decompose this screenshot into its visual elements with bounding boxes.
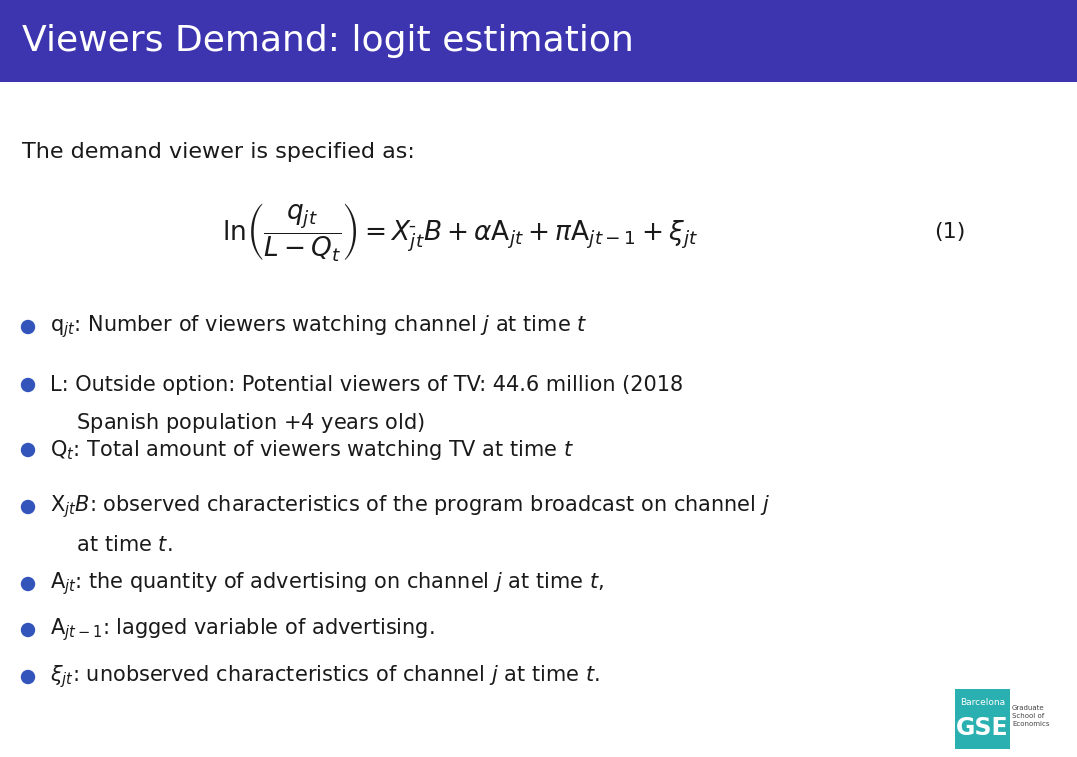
Circle shape (22, 500, 34, 513)
Text: Graduate
School of
Economics: Graduate School of Economics (1012, 705, 1049, 727)
Text: Q$_t$: Total amount of viewers watching TV at time $t$: Q$_t$: Total amount of viewers watching … (50, 438, 574, 462)
FancyBboxPatch shape (955, 689, 1009, 749)
Circle shape (22, 444, 34, 456)
Text: at time $t$.: at time $t$. (50, 535, 172, 555)
Text: $\ln\!\left(\dfrac{q_{jt}}{L - Q_t}\right) = X_{jt}^{\bar{}}B + \alpha \mathrm{A: $\ln\!\left(\dfrac{q_{jt}}{L - Q_t}\righ… (222, 201, 698, 263)
Text: Viewers Demand: logit estimation: Viewers Demand: logit estimation (22, 24, 634, 58)
Circle shape (22, 320, 34, 334)
Circle shape (22, 671, 34, 684)
Text: (1): (1) (935, 222, 966, 242)
Circle shape (22, 378, 34, 391)
Text: L: Outside option: Potential viewers of TV: 44.6 million (2018: L: Outside option: Potential viewers of … (50, 375, 683, 395)
Text: $\xi_{jt}$: unobserved characteristics of channel $j$ at time $t$.: $\xi_{jt}$: unobserved characteristics o… (50, 664, 600, 690)
Text: GSE: GSE (956, 716, 1009, 740)
Circle shape (22, 578, 34, 590)
FancyBboxPatch shape (0, 0, 1077, 82)
Text: Barcelona: Barcelona (960, 698, 1005, 707)
Text: q$_{jt}$: Number of viewers watching channel $j$ at time $t$: q$_{jt}$: Number of viewers watching cha… (50, 313, 587, 341)
Text: X$_{jt}$$B$: observed characteristics of the program broadcast on channel $j$: X$_{jt}$$B$: observed characteristics of… (50, 494, 770, 520)
Text: Spanish population $+$4 years old): Spanish population $+$4 years old) (50, 411, 425, 435)
Text: A$_{jt-1}$: lagged variable of advertising.: A$_{jt-1}$: lagged variable of advertisi… (50, 617, 434, 643)
Text: A$_{jt}$: the quantity of advertising on channel $j$ at time $t$,: A$_{jt}$: the quantity of advertising on… (50, 571, 604, 597)
Text: The demand viewer is specified as:: The demand viewer is specified as: (22, 142, 415, 162)
Circle shape (22, 624, 34, 637)
